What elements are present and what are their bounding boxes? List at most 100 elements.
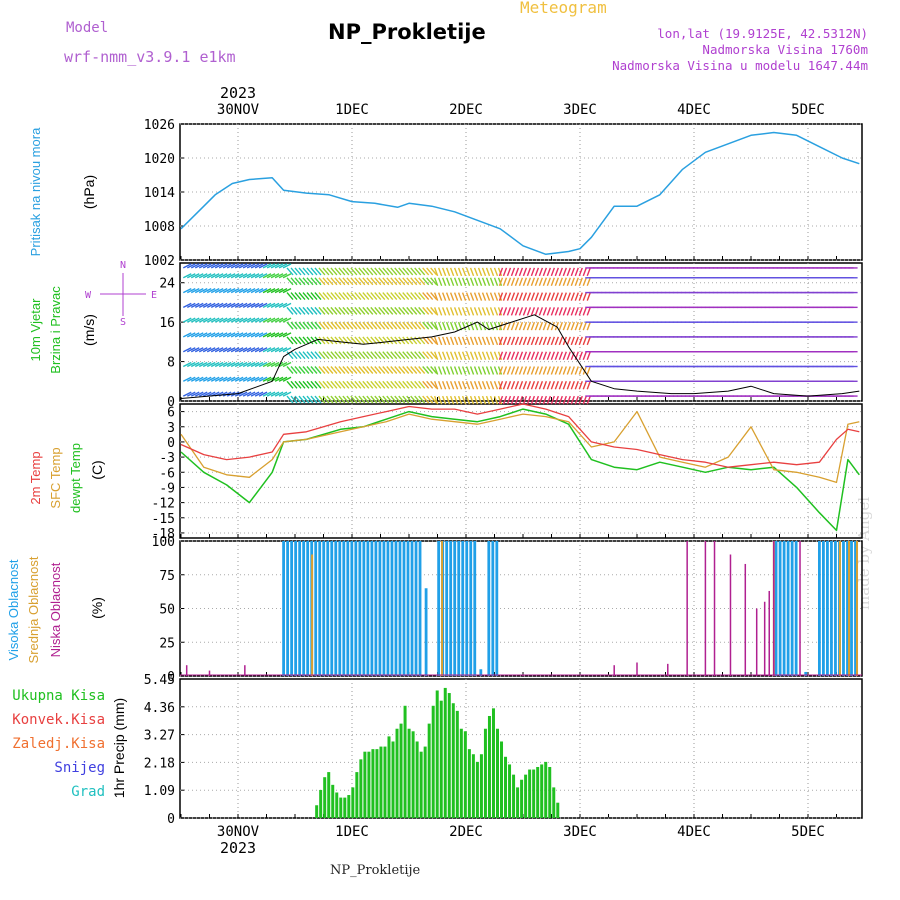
wind-barb bbox=[502, 366, 508, 375]
wind-barb bbox=[330, 351, 338, 360]
wind-barb bbox=[502, 277, 508, 287]
low-cloud-bar bbox=[773, 541, 775, 676]
high-cloud-bar bbox=[382, 541, 386, 676]
wind-barb bbox=[314, 306, 322, 315]
wind-barb bbox=[326, 321, 334, 330]
wind-barb bbox=[566, 307, 571, 316]
wind-barb bbox=[433, 351, 439, 360]
wind-barb bbox=[489, 395, 495, 405]
precip-bar bbox=[512, 774, 516, 818]
wind-barb bbox=[186, 263, 196, 269]
model-label: Model bbox=[66, 20, 109, 36]
wind-barb bbox=[286, 380, 294, 389]
wind-barb bbox=[358, 277, 366, 286]
precip-bar bbox=[423, 746, 427, 818]
wind-barb bbox=[461, 366, 467, 375]
wind-barb bbox=[234, 376, 244, 382]
wind-barb bbox=[270, 302, 280, 308]
wind-barb bbox=[558, 292, 563, 301]
wind-barb bbox=[302, 336, 310, 345]
wind-barb bbox=[398, 380, 406, 389]
wind-barb bbox=[378, 321, 386, 330]
wind-barb bbox=[350, 277, 358, 286]
wind-barb bbox=[546, 292, 552, 301]
wind-barb bbox=[445, 277, 451, 287]
low-cloud-bar bbox=[768, 590, 770, 676]
wind-barb bbox=[497, 351, 503, 360]
wind-barb bbox=[210, 263, 220, 269]
wind-barb bbox=[497, 381, 503, 390]
wind-barb bbox=[246, 287, 256, 294]
wind-barb bbox=[306, 321, 314, 330]
wind-barb bbox=[410, 321, 418, 330]
precip-bar bbox=[383, 746, 387, 818]
wind-barb bbox=[214, 263, 224, 269]
wind-barb bbox=[578, 292, 583, 301]
wind-barb bbox=[534, 395, 540, 405]
wind-barb bbox=[218, 302, 228, 308]
y-tick-label: -9 bbox=[159, 481, 175, 496]
wind-barb bbox=[194, 332, 204, 338]
wind-barb bbox=[338, 267, 346, 276]
wind-barb bbox=[449, 381, 455, 390]
wind-barb bbox=[318, 321, 326, 330]
wind-barb bbox=[473, 267, 479, 277]
wind-barb bbox=[242, 287, 252, 294]
wind-barb bbox=[453, 267, 459, 277]
wind-barb bbox=[194, 263, 204, 269]
precip-bar bbox=[351, 787, 355, 818]
wind-barb bbox=[274, 391, 284, 397]
wind-barb bbox=[338, 351, 346, 360]
high-cloud-bar bbox=[424, 588, 428, 676]
wind-barb bbox=[530, 277, 536, 287]
wind-barb bbox=[218, 376, 228, 382]
wind-barb bbox=[202, 332, 212, 338]
wind-barb bbox=[358, 366, 366, 374]
wind-barb bbox=[433, 277, 439, 287]
wind-barb bbox=[518, 307, 524, 316]
wind-barb bbox=[286, 306, 294, 315]
wind-barb bbox=[518, 336, 524, 346]
high-cloud-bar bbox=[491, 541, 495, 676]
wind-barb bbox=[582, 307, 587, 316]
wind-barb bbox=[506, 321, 512, 331]
wind-barb bbox=[274, 302, 284, 308]
altitude-info: Nadmorska Visina 1760m bbox=[702, 42, 868, 57]
high-cloud-bar bbox=[394, 541, 398, 676]
wind-barb bbox=[430, 321, 438, 330]
wind-barb bbox=[386, 306, 394, 315]
precip-bar bbox=[500, 741, 504, 818]
y-tick-label: 0 bbox=[167, 812, 175, 827]
lonlat-info: lon,lat (19.9125E, 42.5312N) bbox=[657, 26, 868, 41]
precip-bar bbox=[495, 728, 499, 818]
wind-barb bbox=[334, 292, 342, 301]
wind-barb bbox=[254, 273, 264, 279]
wind-barb bbox=[374, 277, 382, 286]
wind-barb bbox=[370, 380, 378, 389]
precip-bar bbox=[375, 749, 379, 818]
wind-barb bbox=[210, 332, 220, 338]
wind-barb bbox=[558, 381, 563, 390]
wind-barb bbox=[433, 292, 439, 301]
wind-barb bbox=[514, 292, 520, 301]
high-cloud-bar bbox=[473, 541, 477, 676]
wind-barb bbox=[386, 380, 394, 389]
wind-barb bbox=[318, 306, 326, 315]
high-cloud-bar bbox=[318, 541, 322, 676]
wind-barb bbox=[270, 273, 280, 279]
mid-cloud-bar bbox=[441, 541, 444, 676]
wind-barb bbox=[498, 277, 504, 287]
wind-barb bbox=[266, 302, 276, 308]
wind-barb bbox=[274, 376, 284, 382]
wind-barb bbox=[362, 267, 370, 276]
wind-barb bbox=[473, 395, 479, 405]
wind-barb bbox=[222, 287, 232, 294]
wind-barb bbox=[534, 307, 540, 316]
wind-barb bbox=[186, 287, 196, 294]
wind-barb bbox=[270, 317, 280, 323]
wind-barb bbox=[330, 395, 338, 404]
wind-barb bbox=[306, 366, 314, 374]
wind-barb bbox=[530, 366, 536, 375]
wind-barb bbox=[186, 391, 196, 397]
wind-barb bbox=[214, 317, 224, 323]
